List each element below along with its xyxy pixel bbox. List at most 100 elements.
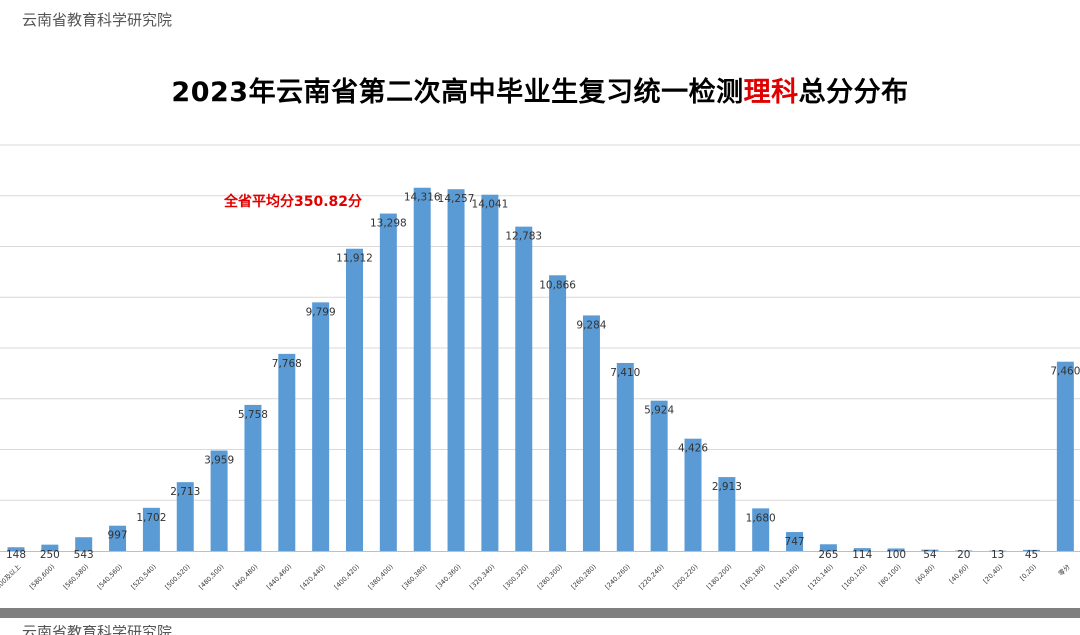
category-tick: 600及以上 — [0, 562, 23, 591]
gridlines — [0, 144, 1080, 552]
category-tick: [260,280) — [570, 563, 598, 591]
bar — [887, 548, 905, 551]
category-tick: [500,520) — [163, 563, 191, 591]
category-tick: 零分 — [1056, 562, 1072, 578]
category-tick: [0,20) — [1018, 563, 1037, 582]
data-label: 4,426 — [678, 443, 708, 455]
bar — [650, 400, 668, 551]
data-label: 1,702 — [136, 512, 166, 524]
category-tick: [320,340) — [468, 563, 496, 591]
bar — [955, 550, 973, 551]
bar — [346, 248, 363, 551]
category-tick: [160,180) — [739, 563, 767, 591]
category-tick: [20,40) — [982, 563, 1004, 585]
average-score-annotation: 全省平均分350.82分 — [224, 194, 363, 210]
bar — [1056, 361, 1074, 551]
data-label: 45 — [1025, 549, 1038, 561]
bar — [582, 315, 600, 551]
category-tick: [400,420) — [333, 563, 361, 591]
bar — [853, 548, 871, 551]
bars — [7, 187, 1074, 552]
data-label: 11,912 — [336, 253, 373, 265]
bar — [278, 353, 296, 551]
category-tick: [220,240) — [637, 563, 665, 591]
data-label: 54 — [923, 549, 937, 561]
data-label: 14,316 — [404, 192, 441, 204]
data-label: 114 — [852, 549, 872, 561]
category-tick: [420,440) — [299, 563, 327, 591]
title-prefix: 2023年云南省第二次高中毕业生复习统一检测 — [171, 77, 744, 108]
category-tick: [440,460) — [265, 563, 293, 591]
data-label: 14,041 — [472, 199, 509, 211]
bar — [989, 550, 1007, 552]
bar — [176, 482, 194, 551]
bar — [921, 549, 939, 551]
data-label: 3,959 — [204, 455, 234, 467]
bar — [109, 525, 127, 551]
data-label: 2,913 — [712, 481, 742, 493]
data-label: 747 — [785, 536, 805, 548]
data-label: 13 — [991, 549, 1004, 561]
category-tick: [340,360) — [434, 563, 462, 591]
bar — [75, 537, 93, 551]
data-label: 100 — [886, 549, 906, 561]
bottom-divider — [0, 608, 1080, 618]
bar — [549, 275, 567, 551]
category-tick: [580,600) — [28, 563, 56, 591]
bar — [312, 302, 330, 551]
category-tick: [120,140) — [807, 563, 835, 591]
data-label: 7,410 — [610, 367, 640, 379]
data-label: 5,758 — [238, 409, 268, 421]
category-tick: [520,540) — [130, 563, 158, 591]
bar — [752, 508, 770, 551]
category-tick: [380,400) — [367, 563, 395, 591]
data-label: 7,768 — [272, 358, 302, 370]
bar — [515, 226, 533, 551]
data-label: 7,460 — [1050, 366, 1080, 378]
bar — [616, 362, 634, 551]
category-tick: [60,80) — [914, 563, 936, 585]
data-label: 5,924 — [644, 405, 674, 417]
category-tick: [460,480) — [231, 563, 259, 591]
value-labels: 148 250 543 997 1,702 2,713 3,959 5,758 7,768 9,7… — [6, 192, 1080, 561]
chart-title: 2023年云南省第二次高中毕业生复习统一检测理科总分分布 — [0, 70, 1080, 109]
bar — [210, 450, 228, 551]
bar — [447, 189, 465, 551]
data-label: 997 — [108, 530, 128, 542]
bar — [142, 507, 160, 551]
category-tick: [540,560) — [96, 563, 124, 591]
data-label: 13,298 — [370, 218, 407, 230]
data-label: 2,713 — [170, 486, 200, 498]
category-tick: [180,200) — [705, 563, 733, 591]
bar-chart: 148 250 543 997 1,702 2,713 3,959 5,758 7,768 9,7… — [0, 144, 1080, 591]
category-tick: [360,380) — [400, 563, 428, 591]
data-label: 148 — [6, 549, 26, 561]
category-tick: [80,100) — [877, 563, 902, 588]
category-tick: [140,160) — [773, 563, 801, 591]
bar — [7, 547, 25, 551]
bar — [41, 544, 59, 551]
watermark-top: 云南省教育科学研究院 — [22, 11, 173, 29]
bar — [718, 477, 736, 551]
title-suffix: 总分分布 — [798, 77, 909, 108]
data-label: 10,866 — [539, 279, 576, 291]
bar — [481, 194, 499, 551]
bar — [379, 213, 397, 552]
bar — [413, 187, 431, 551]
category-ticks: 600及以上 [580,600) [560,580) [540,560) [520,54… — [0, 562, 1072, 591]
data-label: 265 — [818, 549, 838, 561]
category-tick: [560,580) — [62, 563, 90, 591]
data-label: 543 — [74, 549, 94, 561]
bar — [244, 404, 262, 551]
data-label: 9,799 — [306, 306, 336, 318]
watermark-bottom: 云南省教育科学研究院 — [22, 625, 173, 635]
data-label: 250 — [40, 549, 60, 561]
data-label: 12,783 — [505, 231, 542, 243]
bar — [1023, 549, 1040, 551]
category-tick: [240,260) — [603, 563, 631, 591]
data-label: 1,680 — [746, 512, 776, 524]
category-tick: [300,320) — [502, 563, 530, 591]
data-label: 9,284 — [576, 319, 606, 331]
data-label: 14,257 — [438, 193, 475, 205]
category-tick: [40,60) — [948, 563, 970, 585]
